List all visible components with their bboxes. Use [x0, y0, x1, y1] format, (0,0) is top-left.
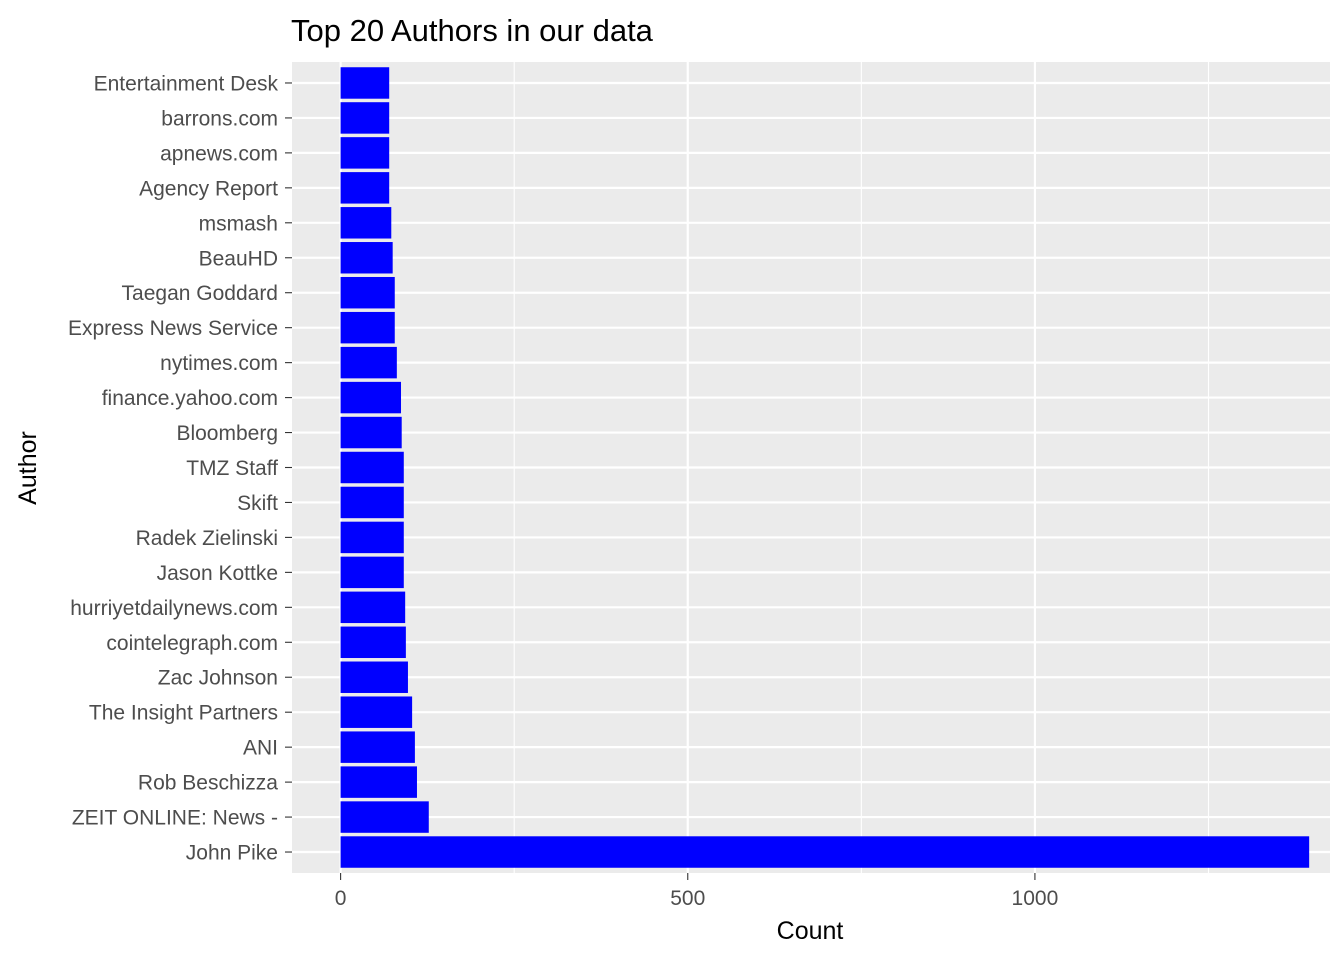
y-tick-label: hurriyetdailynews.com — [70, 597, 278, 620]
x-tick-label: 500 — [670, 887, 705, 910]
bar — [340, 626, 406, 659]
y-tick-label: finance.yahoo.com — [102, 387, 278, 410]
bar — [340, 801, 429, 833]
x-axis-title: Count — [777, 917, 844, 945]
bar — [340, 311, 395, 344]
y-tick-label: Radek Zielinski — [136, 527, 278, 550]
y-tick-label: TMZ Staff — [186, 457, 278, 480]
bar — [340, 521, 404, 554]
bar — [340, 207, 392, 239]
y-tick-label: Skift — [237, 492, 278, 515]
y-tick-label: Bloomberg — [176, 422, 278, 445]
y-tick-label: nytimes.com — [160, 352, 278, 375]
gridlines — [292, 62, 1330, 873]
bar — [340, 416, 402, 449]
bar — [340, 696, 413, 728]
bar — [340, 451, 404, 484]
y-tick-label: apnews.com — [160, 142, 278, 165]
bar — [340, 242, 393, 274]
y-tick-label: ZEIT ONLINE: News - — [72, 807, 278, 830]
x-axis: 0 500 1000 — [335, 873, 1059, 910]
y-tick-label: Taegan Goddard — [122, 282, 278, 305]
bar — [340, 276, 395, 309]
y-tick-label: barrons.com — [161, 107, 278, 130]
bars — [340, 67, 1310, 868]
bar — [340, 346, 397, 379]
x-tick-label: 0 — [335, 887, 347, 910]
bar — [340, 731, 415, 763]
bar — [340, 556, 404, 589]
bar — [340, 836, 1310, 868]
y-tick-label: Jason Kottke — [157, 562, 278, 585]
bar — [340, 591, 406, 624]
bar — [340, 67, 390, 99]
y-tick-label: msmash — [199, 212, 278, 235]
bar — [340, 661, 408, 693]
bar — [340, 172, 390, 204]
y-tick-label: Zac Johnson — [158, 667, 278, 690]
y-tick-label: ANI — [243, 737, 278, 760]
y-tick-label: John Pike — [186, 842, 278, 865]
y-tick-label: cointelegraph.com — [106, 632, 278, 655]
bar — [340, 381, 402, 414]
bar — [340, 102, 390, 134]
y-tick-label: Agency Report — [139, 177, 278, 200]
y-tick-label: Express News Service — [68, 317, 278, 340]
y-tick-label: Rob Beschizza — [138, 772, 278, 795]
y-axis-title: Author — [14, 431, 42, 505]
chart-title: Top 20 Authors in our data — [291, 13, 654, 48]
y-tick-label: Entertainment Desk — [94, 72, 279, 95]
y-axis: John Pike ZEIT ONLINE: News - Rob Beschizz… — [68, 72, 292, 865]
bar — [340, 766, 417, 798]
bar — [340, 486, 404, 519]
bar — [340, 137, 390, 169]
y-tick-label: The Insight Partners — [89, 702, 278, 725]
x-tick-label: 1000 — [1012, 887, 1059, 910]
y-tick-label: BeauHD — [199, 247, 278, 270]
